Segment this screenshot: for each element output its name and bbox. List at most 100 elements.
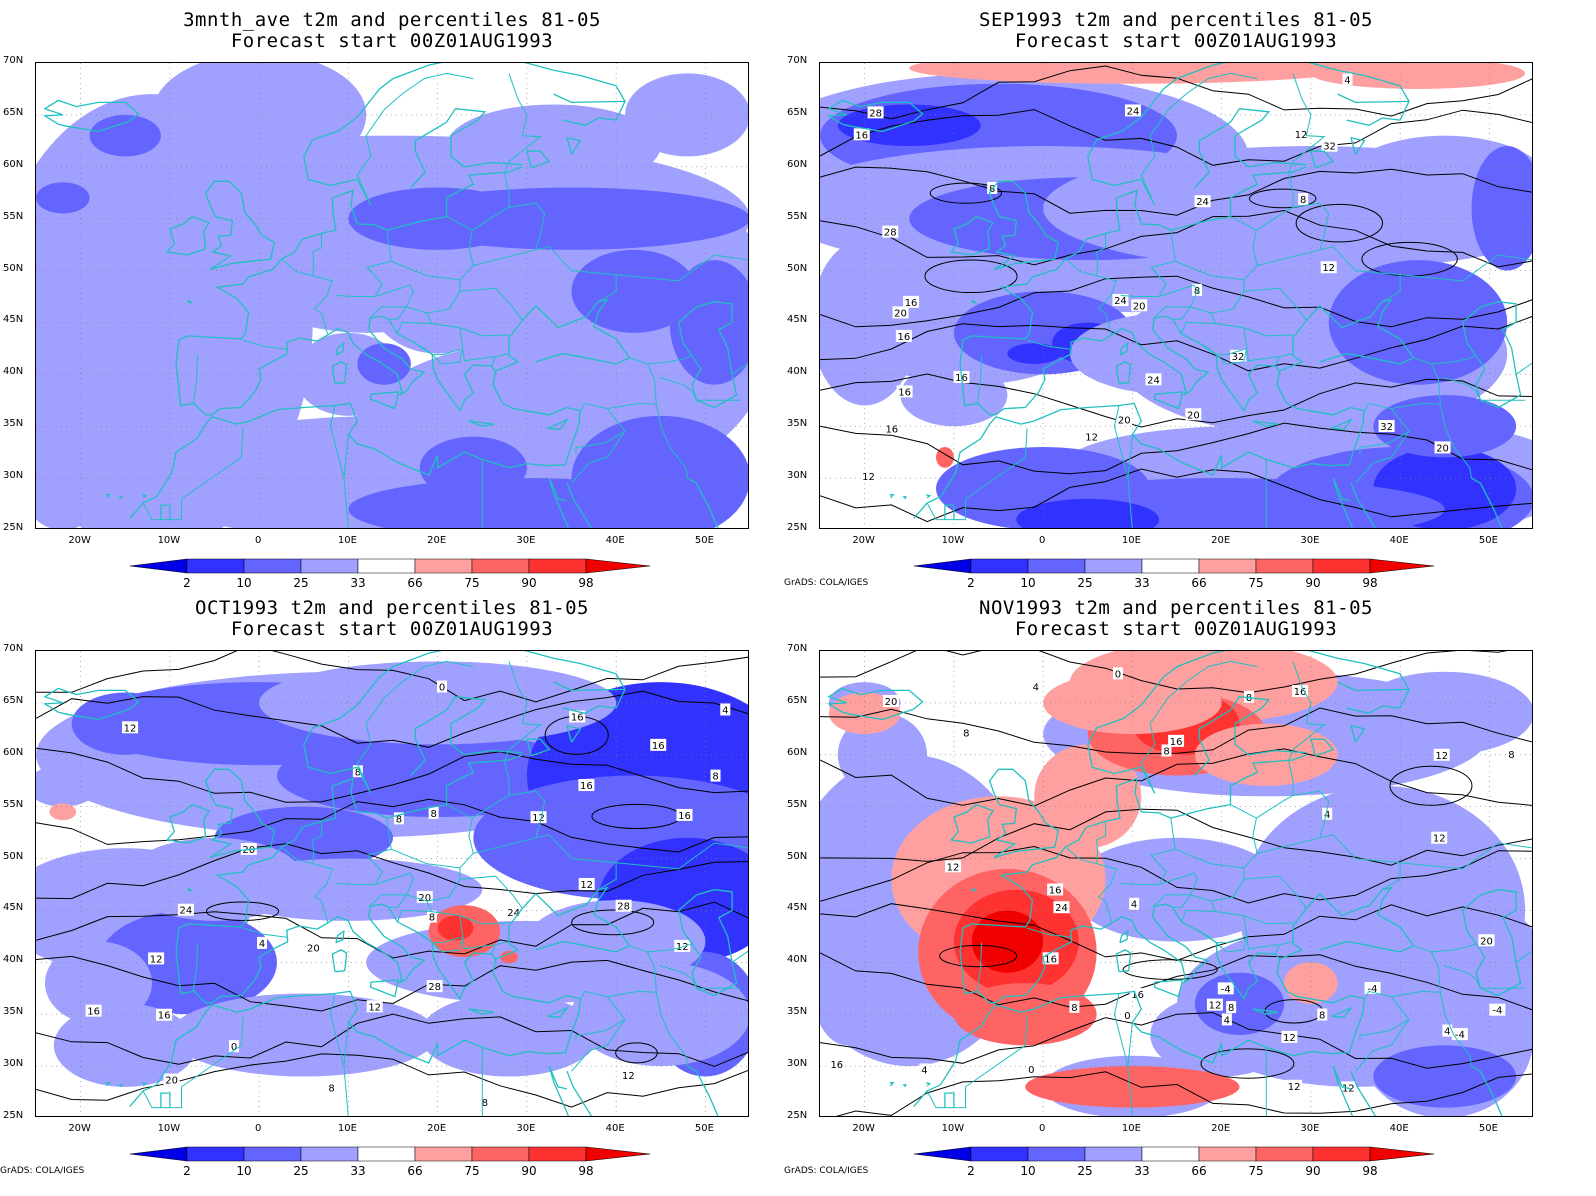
- percentile-shading: [820, 651, 1532, 1116]
- contour-label-bg: [1431, 831, 1448, 844]
- latitude-label: 50N: [3, 850, 24, 862]
- contour-label-text: 4: [1444, 1027, 1450, 1038]
- longitude-label: 20E: [427, 535, 447, 546]
- contour-line: [36, 843, 748, 900]
- colorbar-label: 90: [521, 1164, 537, 1178]
- contour-label: 8: [426, 910, 437, 924]
- border-line: [415, 342, 433, 355]
- border-line: [1359, 446, 1365, 455]
- shading-region: [89, 114, 161, 157]
- contour-loop: [929, 182, 1002, 204]
- colorbar-segment: [1084, 558, 1143, 574]
- contour-label-text: 24: [1127, 106, 1140, 117]
- border-line: [490, 940, 510, 955]
- border-line: [1515, 950, 1532, 963]
- contour-line: [820, 422, 1532, 475]
- longitude-label: 10E: [1121, 535, 1141, 546]
- contour-label: 4: [257, 936, 268, 950]
- contour-label-bg: [122, 721, 139, 734]
- coastline: [1350, 1071, 1376, 1116]
- contour-label-bg: [479, 1095, 490, 1108]
- shading-region: [1400, 900, 1532, 1025]
- contour-loop: [1295, 203, 1384, 243]
- border-line: [655, 404, 688, 479]
- border-line: [1181, 909, 1216, 923]
- contour-label-text: -4: [1455, 1030, 1465, 1041]
- temperature-contours: 0 0 4 8 8 4 8 12 12 8 8 16 12 12 16 8 12 16 20 16 12 16 20 20 24…: [36, 651, 748, 1109]
- border-line: [1355, 996, 1410, 1072]
- contour-label: 4: [1030, 680, 1041, 693]
- latitude-label: 30N: [787, 470, 808, 482]
- contour-label-bg: [1161, 744, 1172, 757]
- border-line: [142, 498, 182, 521]
- contour-label-bg: [1047, 883, 1064, 896]
- contour-label-text: 0: [1028, 1065, 1034, 1076]
- border-line: [1120, 818, 1176, 885]
- contour-label-text: 16: [905, 298, 918, 309]
- contour-label-bg: [853, 128, 870, 141]
- grid-lines: [820, 651, 1532, 1116]
- contour-label-bg: [895, 329, 912, 342]
- contour-label-bg: [1364, 981, 1381, 994]
- contour-label-bg: [148, 952, 165, 965]
- contour-label: 20: [416, 890, 433, 904]
- contour-label-bg: [578, 877, 595, 890]
- contour-label-text: 4: [1033, 682, 1039, 693]
- contour-loop: [1389, 765, 1473, 806]
- latitude-label: 35N: [3, 418, 24, 430]
- longitude-label: 30E: [516, 535, 536, 546]
- map-panel-3: OCT1993 t2m and percentiles 81-05 Forecas…: [0, 588, 798, 1186]
- latitude-label: 65N: [3, 106, 24, 118]
- shading-region: [36, 182, 90, 214]
- longitude-label: 20E: [1211, 1123, 1231, 1134]
- border-line: [312, 821, 323, 864]
- border-line: [1243, 875, 1307, 909]
- contour-label-bg: [1293, 128, 1310, 141]
- contour-label: 20: [1434, 441, 1451, 454]
- map-area: [35, 62, 749, 529]
- panel-title: 3mnth_ave t2m and percentiles 81-05: [183, 9, 601, 31]
- contour-label-bg: [1434, 441, 1451, 454]
- contour-label-bg: [1116, 413, 1133, 426]
- colorbar-label: 25: [293, 1164, 309, 1178]
- shading-region: [259, 249, 474, 333]
- colorbar-arrow-low: [130, 1146, 188, 1162]
- colorbar-label: 25: [1077, 1164, 1093, 1178]
- contour-label-text: 12: [532, 813, 545, 824]
- contour-label-bg: [1122, 1009, 1133, 1022]
- contour-label-text: 12: [124, 723, 137, 734]
- contour-label-text: 32: [1323, 142, 1336, 153]
- border-line: [1216, 348, 1245, 356]
- colorbar: [914, 558, 1434, 574]
- contour-label-text: 12: [580, 880, 593, 891]
- contour-label-text: 12: [1288, 1082, 1301, 1093]
- contour-label-bg: [1378, 420, 1395, 433]
- shading-region: [1194, 972, 1285, 1035]
- contour-label: 16: [1042, 952, 1059, 965]
- contour-label-text: 8: [1228, 1003, 1234, 1014]
- border-line: [459, 875, 523, 909]
- colorbar-segment: [414, 1146, 473, 1162]
- percentile-shading: [36, 661, 748, 1087]
- contour-label-text: 24: [1055, 903, 1068, 914]
- colorbar-segment: [243, 558, 302, 574]
- coastline: [331, 949, 348, 973]
- shading-region: [446, 104, 661, 188]
- coastline: [165, 803, 211, 844]
- contour-label-text: 12: [1085, 432, 1098, 443]
- contour-label: 8: [1069, 1000, 1080, 1014]
- colorbar-label: 25: [293, 576, 309, 590]
- contour-label: -4: [1451, 1028, 1468, 1041]
- contour-label-text: 12: [622, 1071, 635, 1082]
- coastline: [1332, 477, 1354, 528]
- coastline: [1115, 361, 1132, 385]
- coastline: [178, 166, 523, 341]
- colorbar-label: 10: [236, 576, 252, 590]
- contour-line: [820, 651, 1508, 694]
- coastline: [204, 180, 276, 271]
- contour-loop: [1249, 188, 1317, 209]
- colorbar-label: 90: [1305, 1164, 1321, 1178]
- latitude-label: 60N: [787, 158, 808, 170]
- contour-label-bg: [428, 806, 439, 819]
- colorbar-segment: [1312, 558, 1371, 574]
